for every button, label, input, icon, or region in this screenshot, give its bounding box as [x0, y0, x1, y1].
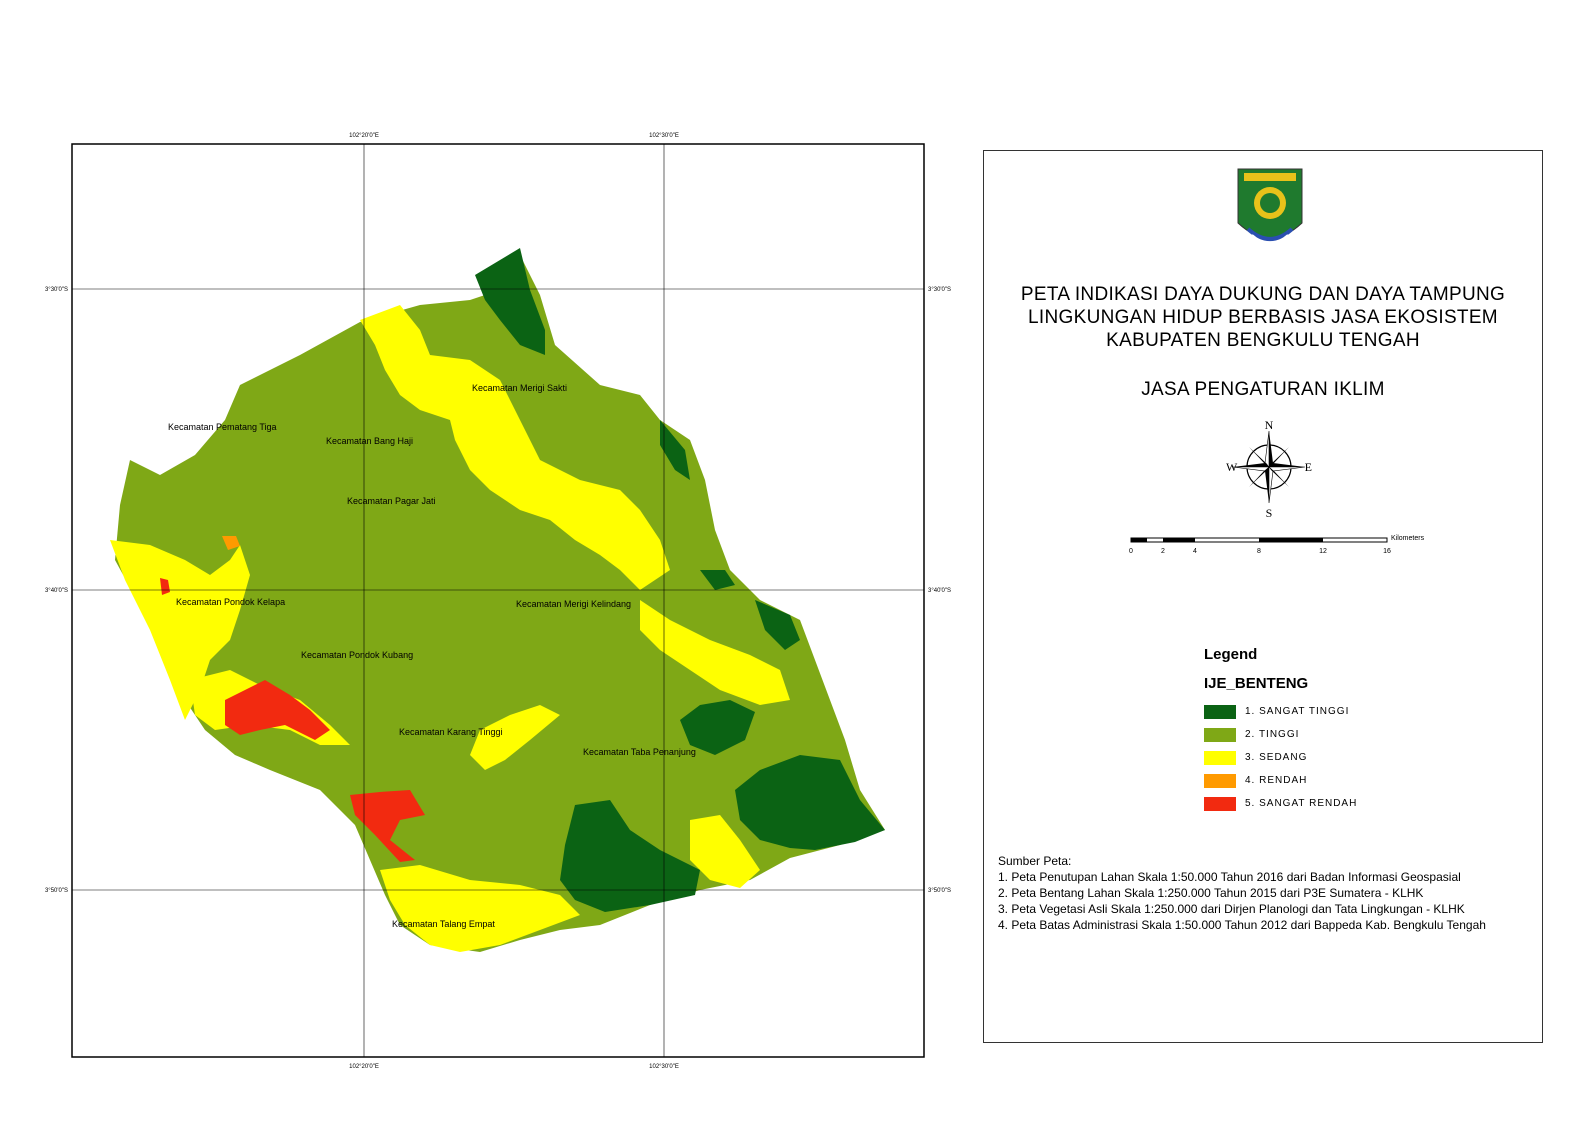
- source-item: 3. Peta Vegetasi Asli Skala 1:250.000 da…: [998, 902, 1465, 916]
- region-sedang-1: [360, 305, 670, 590]
- scale-tick-label: 2: [1161, 548, 1165, 555]
- grid-label-top-2: 102°30'0"E: [649, 133, 679, 139]
- region-sangat-rendah-1: [225, 680, 330, 740]
- district-label: Kecamatan Pondok Kubang: [301, 650, 413, 660]
- scale-unit-label: Kilometers: [1391, 535, 1425, 542]
- legend-layer-name: IJE_BENTENG: [1204, 675, 1309, 692]
- legend-item-label: 1. SANGAT TINGGI: [1245, 706, 1350, 717]
- region-tinggi: [115, 255, 885, 952]
- region-sangat-tinggi-3: [735, 755, 885, 850]
- north-arrow-icon: N S W E: [1226, 419, 1312, 519]
- grid-label-right-1: 3°30'0"S: [928, 287, 951, 293]
- grid-label-left-3: 3°50'0"S: [45, 888, 68, 894]
- map-title: PETA INDIKASI DAYA DUKUNG DAN DAYA TAMPU…: [984, 283, 1542, 352]
- east-label: E: [1305, 460, 1312, 474]
- district-label: Kecamatan Pagar Jati: [347, 496, 436, 506]
- west-label: W: [1226, 460, 1238, 474]
- region-sangat-tinggi-5: [755, 600, 800, 650]
- scale-tick-label: 16: [1383, 548, 1391, 555]
- district-label: Kecamatan Merigi Sakti: [472, 383, 567, 393]
- grid-label-bottom-1: 102°20'0"E: [349, 1064, 379, 1070]
- legend: Legend IJE_BENTENG 1. SANGAT TINGGI 2. T…: [1204, 646, 1504, 815]
- region-sangat-tinggi-6: [660, 420, 690, 480]
- source-item: 4. Peta Batas Administrasi Skala 1:50.00…: [998, 918, 1486, 932]
- scale-tick-label: 4: [1193, 548, 1197, 555]
- region-sangat-tinggi-4: [680, 700, 755, 755]
- graticule: [72, 144, 924, 1057]
- district-label: Kecamatan Bang Haji: [326, 436, 413, 446]
- region-sangat-rendah-2: [350, 790, 425, 862]
- legend-swatch: [1204, 773, 1236, 788]
- region-sangat-tinggi-2: [560, 800, 700, 912]
- scale-tick-label: 0: [1129, 548, 1133, 555]
- grid-label-left-2: 3°40'0"S: [45, 588, 68, 594]
- legend-item: 3. SEDANG: [1204, 746, 1504, 769]
- scale-bar: 0 2 4 8 12 16 Kilometers: [1129, 535, 1425, 555]
- region-sangat-rendah-3: [160, 578, 170, 595]
- district-label: Kecamatan Talang Empat: [392, 919, 495, 929]
- region-sedang-4: [380, 865, 580, 952]
- sources-heading: Sumber Peta:: [998, 854, 1072, 868]
- grid-label-left-1: 3°30'0"S: [45, 287, 68, 293]
- legend-item: 4. RENDAH: [1204, 769, 1504, 792]
- legend-item-label: 4. RENDAH: [1245, 775, 1308, 786]
- regency-emblem-logo: [1237, 168, 1303, 244]
- grid-label-top-1: 102°20'0"E: [349, 133, 379, 139]
- region-sedang-5: [690, 815, 760, 888]
- north-label: N: [1265, 419, 1274, 432]
- district-label: Kecamatan Pematang Tiga: [168, 422, 277, 432]
- district-label: Kecamatan Merigi Kelindang: [516, 599, 631, 609]
- grid-label-right-2: 3°40'0"S: [928, 588, 951, 594]
- legend-swatch: [1204, 750, 1236, 765]
- district-label: Kecamatan Taba Penanjung: [583, 747, 696, 757]
- map-subtitle: JASA PENGATURAN IKLIM: [1141, 379, 1385, 400]
- map-title-line: KABUPATEN BENGKULU TENGAH: [1106, 330, 1420, 351]
- region-sedang-2: [110, 540, 250, 720]
- legend-item: 5. SANGAT RENDAH: [1204, 792, 1504, 815]
- region-sangat-tinggi-1: [475, 248, 545, 355]
- legend-swatch: [1204, 704, 1236, 719]
- source-item: 1. Peta Penutupan Lahan Skala 1:50.000 T…: [998, 870, 1461, 884]
- district-label: Kecamatan Pondok Kelapa: [176, 597, 285, 607]
- legend-title: Legend: [1204, 646, 1258, 663]
- map-title-line: PETA INDIKASI DAYA DUKUNG DAN DAYA TAMPU…: [1020, 284, 1506, 305]
- grid-label-bottom-2: 102°30'0"E: [649, 1064, 679, 1070]
- district-label: Kecamatan Karang Tinggi: [399, 727, 503, 737]
- scale-tick-label: 12: [1319, 548, 1327, 555]
- scale-tick-label: 8: [1257, 548, 1261, 555]
- info-panel: PETA INDIKASI DAYA DUKUNG DAN DAYA TAMPU…: [983, 150, 1543, 1043]
- legend-item: 2. TINGGI: [1204, 723, 1504, 746]
- legend-item-label: 5. SANGAT RENDAH: [1245, 798, 1358, 809]
- map-sources: Sumber Peta: 1. Peta Penutupan Lahan Ska…: [998, 853, 1538, 933]
- south-label: S: [1266, 506, 1273, 519]
- legend-item-label: 2. TINGGI: [1245, 729, 1300, 740]
- map-title-line: LINGKUNGAN HIDUP BERBASIS JASA EKOSISTEM: [1028, 307, 1498, 328]
- legend-swatch: [1204, 727, 1236, 742]
- region-sedang-6: [470, 705, 560, 770]
- region-sangat-tinggi-7: [700, 570, 735, 590]
- legend-swatch: [1204, 796, 1236, 811]
- region-sedang-3: [640, 600, 790, 705]
- legend-item-label: 3. SEDANG: [1245, 752, 1308, 763]
- grid-label-right-3: 3°50'0"S: [928, 888, 951, 894]
- source-item: 2. Peta Bentang Lahan Skala 1:250.000 Ta…: [998, 886, 1424, 900]
- legend-item: 1. SANGAT TINGGI: [1204, 700, 1504, 723]
- region-rendah-1: [222, 536, 240, 550]
